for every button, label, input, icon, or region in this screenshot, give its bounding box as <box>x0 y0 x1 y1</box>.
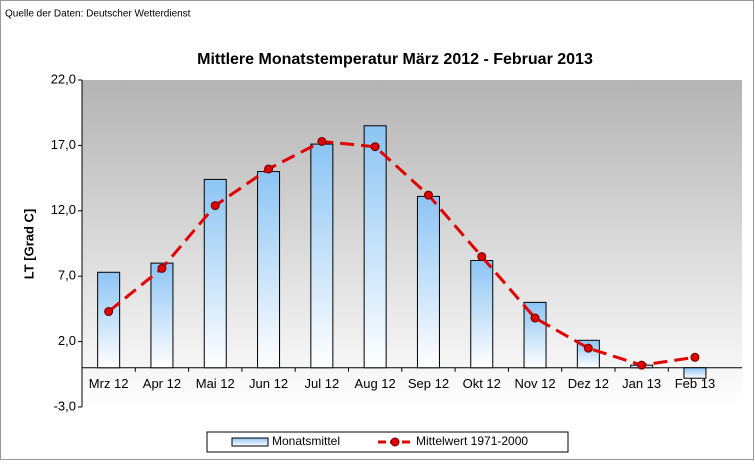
x-tick-label: Mrz 12 <box>89 376 129 391</box>
marker <box>637 360 647 370</box>
x-tick-label: Jul 12 <box>304 376 339 391</box>
marker <box>477 252 487 262</box>
y-tick-label: 7,0 <box>58 268 76 283</box>
y-tick-label: 22,0 <box>51 71 76 86</box>
marker <box>423 190 433 200</box>
legend <box>206 431 569 453</box>
x-tick-label: Apr 12 <box>143 376 181 391</box>
y-tick-label: 17,0 <box>51 137 76 152</box>
bar <box>150 262 174 369</box>
x-tick-label: Sep 12 <box>408 376 449 391</box>
legend-label: Monatsmittel <box>272 434 340 448</box>
y-axis-label: LT [Grad C] <box>21 209 36 280</box>
x-tick-label: Okt 12 <box>463 376 501 391</box>
bar <box>203 178 227 369</box>
line <box>107 139 696 367</box>
legend-marker <box>390 437 400 447</box>
marker <box>264 164 274 174</box>
marker <box>104 307 114 317</box>
marker <box>583 343 593 353</box>
legend-label: Mittelwert 1971-2000 <box>416 434 528 448</box>
bar <box>470 260 494 369</box>
y-tick-label: 2,0 <box>58 333 76 348</box>
x-tick-label: Feb 13 <box>675 376 715 391</box>
marker <box>157 263 167 273</box>
marker <box>317 136 327 146</box>
plot-area <box>82 80 742 407</box>
marker <box>530 313 540 323</box>
chart-title: Mittlere Monatstemperatur März 2012 - Fe… <box>197 51 593 68</box>
y-tick-label: 12,0 <box>51 202 76 217</box>
bar <box>310 143 334 369</box>
x-tick-label: Dez 12 <box>568 376 609 391</box>
x-tick-label: Nov 12 <box>514 376 555 391</box>
x-tick-label: Jan 13 <box>622 376 661 391</box>
x-tick-label: Mai 12 <box>196 376 235 391</box>
marker <box>210 201 220 211</box>
bar <box>683 367 707 379</box>
y-tick-label: -3,0 <box>54 398 76 413</box>
legend-swatch <box>231 437 269 447</box>
bar <box>363 125 387 369</box>
bar <box>416 195 440 369</box>
bar <box>97 271 121 369</box>
marker <box>690 352 700 362</box>
bar <box>523 301 547 369</box>
marker <box>370 142 380 152</box>
x-tick-label: Jun 12 <box>249 376 288 391</box>
x-tick-label: Aug 12 <box>355 376 396 391</box>
bar <box>576 339 600 369</box>
source: Quelle der Daten: Deutscher Wetterdienst <box>5 9 191 20</box>
bar <box>257 171 281 369</box>
